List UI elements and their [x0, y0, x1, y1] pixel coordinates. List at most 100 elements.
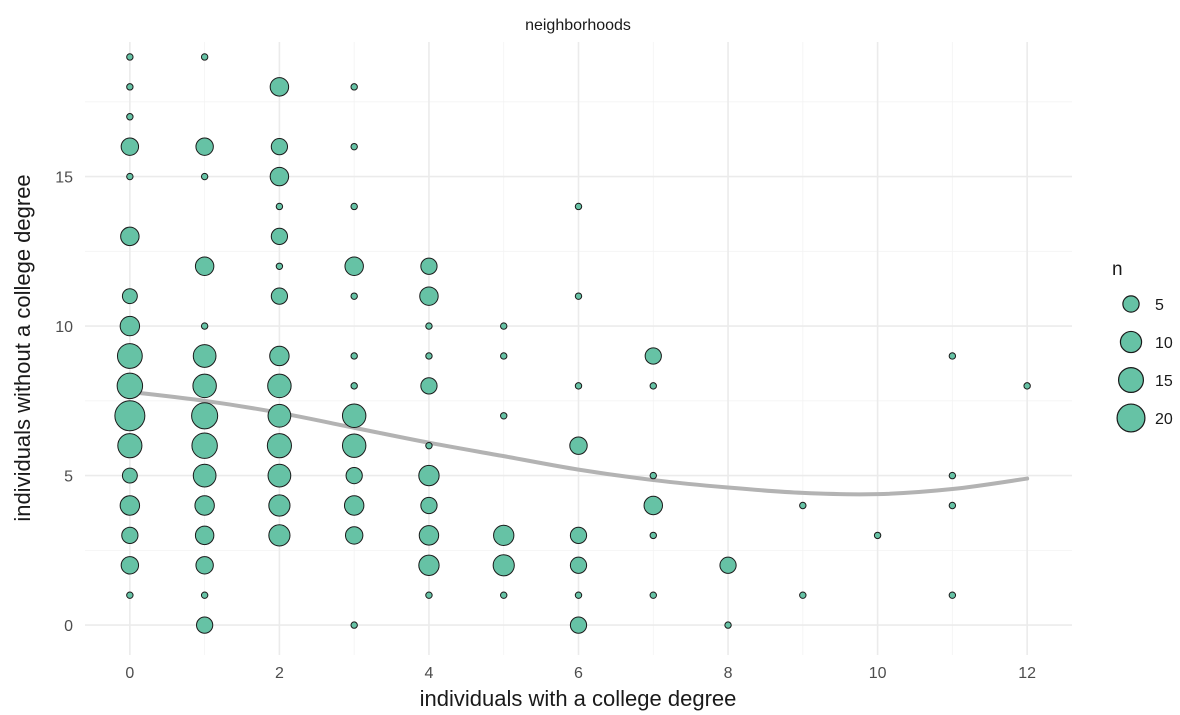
data-point [492, 554, 515, 577]
data-point [569, 436, 588, 455]
legend-label: 15 [1155, 373, 1173, 390]
data-point [200, 322, 209, 330]
data-point [200, 591, 209, 599]
data-point [196, 616, 214, 634]
data-point [500, 352, 508, 360]
legend-key [1116, 403, 1146, 433]
data-point [120, 226, 140, 247]
data-point [350, 142, 358, 151]
data-point [350, 202, 358, 211]
data-point [117, 433, 143, 459]
data-point [574, 292, 583, 300]
data-point [120, 137, 140, 156]
data-point [420, 257, 438, 275]
data-point [493, 524, 515, 547]
data-point [724, 621, 732, 629]
data-point [425, 591, 433, 599]
data-point [873, 531, 882, 540]
points-layer [114, 53, 1031, 634]
data-point [275, 202, 284, 211]
data-point [719, 556, 737, 574]
data-point [268, 524, 291, 547]
data-point [266, 433, 292, 459]
x-tick-label: 6 [574, 665, 583, 682]
data-point [350, 352, 358, 360]
data-point [121, 288, 138, 305]
data-point [267, 403, 292, 428]
data-point [121, 526, 139, 545]
data-point [574, 202, 583, 211]
data-point [192, 373, 217, 399]
data-point [126, 53, 134, 61]
data-point [419, 286, 439, 306]
y-tick-label: 15 [55, 170, 73, 187]
x-tick-label: 2 [275, 665, 284, 682]
data-point [269, 345, 290, 367]
data-point [126, 113, 134, 121]
data-point [948, 471, 957, 480]
data-point [345, 466, 363, 485]
data-point [500, 412, 508, 420]
data-point [270, 227, 289, 245]
x-tick-label: 0 [125, 665, 134, 682]
chart-title: neighborhoods [525, 17, 631, 34]
data-point [200, 172, 209, 181]
data-point [119, 495, 141, 516]
legend-key [1119, 330, 1143, 354]
data-point [574, 591, 583, 599]
data-point [195, 137, 214, 156]
data-point [195, 556, 214, 575]
data-point [126, 591, 134, 599]
legend-title: n [1112, 259, 1123, 280]
data-point [114, 400, 146, 432]
data-point [425, 322, 433, 330]
data-point [121, 467, 138, 484]
y-tick-label: 0 [64, 618, 73, 635]
data-point [269, 77, 290, 97]
data-point [275, 262, 284, 270]
size-legend: n 5 10 15 20 [1112, 259, 1173, 433]
data-point [649, 382, 657, 390]
data-point [267, 463, 292, 488]
legend-label: 20 [1155, 411, 1173, 428]
data-point [799, 591, 807, 599]
data-point [343, 495, 365, 516]
data-point [574, 382, 583, 390]
data-point [420, 496, 438, 515]
legend-label: 5 [1155, 297, 1164, 314]
data-point [644, 347, 662, 365]
data-point [425, 352, 433, 360]
data-point [569, 556, 588, 574]
data-point [126, 172, 134, 181]
y-axis-title: individuals without a college degree [10, 174, 35, 521]
x-tick-label: 4 [425, 665, 434, 682]
data-point [418, 525, 440, 546]
data-point [341, 403, 367, 429]
x-tick-label: 8 [724, 665, 733, 682]
x-axis-title: individuals with a college degree [420, 686, 737, 711]
data-point [569, 616, 588, 634]
data-point [425, 441, 433, 450]
data-point [116, 343, 143, 369]
data-point [350, 382, 358, 390]
y-axis-ticks: 0 5 10 15 [55, 170, 73, 636]
data-point [269, 166, 290, 187]
y-tick-label: 10 [55, 319, 73, 336]
data-point [192, 463, 217, 488]
data-point [120, 556, 140, 575]
data-point [948, 352, 957, 360]
data-point [350, 292, 358, 300]
x-tick-label: 10 [869, 665, 887, 682]
data-point [350, 83, 358, 91]
data-point [194, 256, 215, 276]
data-point [1023, 382, 1031, 390]
data-point [192, 344, 217, 368]
data-point [643, 495, 663, 516]
data-point [191, 432, 218, 459]
data-point [119, 315, 141, 337]
data-point [948, 591, 957, 599]
data-point [649, 531, 657, 540]
data-point [500, 322, 508, 330]
data-point [267, 373, 292, 399]
